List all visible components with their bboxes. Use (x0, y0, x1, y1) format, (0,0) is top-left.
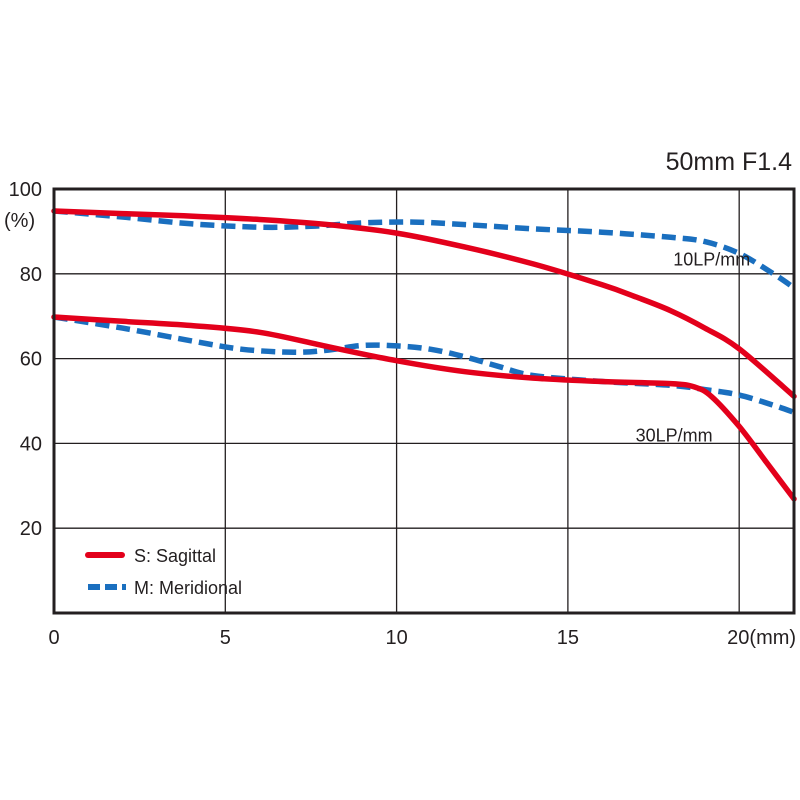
y-tick-label-100: 100 (9, 179, 42, 201)
plot-frame (52, 187, 796, 615)
x-tick-label-0: 0 (48, 627, 59, 649)
grid (54, 189, 794, 613)
y-tick-label-20: 20 (20, 518, 42, 540)
series-layer (51, 208, 797, 502)
y-tick-label-80: 80 (20, 264, 42, 286)
legend-label-m-meridional: M: Meridional (134, 578, 242, 598)
legend: S: Sagittal M: Meridional (85, 546, 242, 598)
x-tick-label-15: 15 (557, 627, 579, 649)
y-tick-label-40: 40 (20, 433, 42, 455)
y-tick-label-60: 60 (20, 349, 42, 371)
legend-label-s-sagittal: S: Sagittal (134, 546, 216, 566)
x-tick-label-20: 20(mm) (727, 627, 796, 649)
tick-labels: 0 5 10 15 20(mm) 20 40 60 80 100 (9, 179, 796, 649)
series-line-s-30lp-mm (51, 314, 797, 502)
x-tick-label-5: 5 (220, 627, 231, 649)
y-axis-label: (%) (4, 210, 35, 232)
annotation-30lp-mm: 30LP/mm (636, 425, 713, 445)
chart-title: 50mm F1.4 (666, 148, 793, 176)
series-line-s-10lp-mm (51, 208, 797, 400)
series-line-m-10lp-mm (53, 208, 796, 291)
annotations: 10LP/mm 30LP/mm (636, 249, 751, 445)
annotation-10lp-mm: 10LP/mm (673, 249, 750, 269)
x-tick-label-10: 10 (385, 627, 407, 649)
